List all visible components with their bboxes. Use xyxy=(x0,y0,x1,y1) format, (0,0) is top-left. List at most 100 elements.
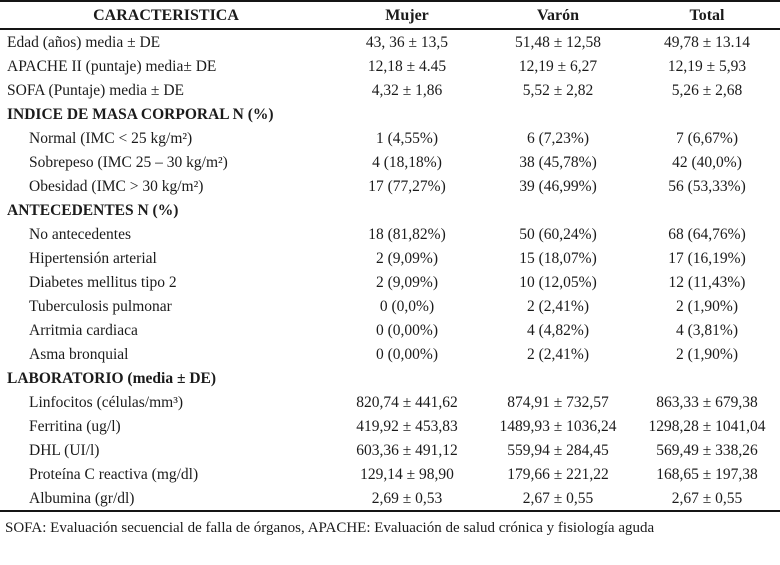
cell-total: 5,26 ± 2,68 xyxy=(671,81,743,99)
cell-varon: 5,52 ± 2,82 xyxy=(522,81,594,99)
cell-varon: 51,48 ± 12,58 xyxy=(514,33,601,51)
row-label: Obesidad (IMC > 30 kg/m²) xyxy=(29,177,204,195)
cell-total: 863,33 ± 679,38 xyxy=(656,393,758,411)
cell-mujer: 12,18 ± 4.45 xyxy=(367,57,447,75)
section-label: INDICE DE MASA CORPORAL N (%) xyxy=(7,105,274,123)
row-label: Diabetes mellitus tipo 2 xyxy=(29,273,177,291)
table-header: CARACTERISTICA Mujer Varón Total xyxy=(0,1,780,30)
table-row: SOFA (Puntaje) media ± DE 4,32 ± 1,86 5,52… xyxy=(0,78,780,102)
row-label: Hipertensión arterial xyxy=(29,249,157,267)
cell-mujer: 18 (81,82%) xyxy=(368,225,446,243)
row-label: Tuberculosis pulmonar xyxy=(29,297,172,315)
cell-mujer: 43, 36 ± 13,5 xyxy=(365,33,449,51)
cell-mujer: 1 (4,55%) xyxy=(376,129,438,147)
cell-total: 7 (6,67%) xyxy=(676,129,738,147)
table-footnote: SOFA: Evaluación secuencial de falla de … xyxy=(5,520,655,536)
cell-varon: 38 (45,78%) xyxy=(519,153,597,171)
cell-varon: 874,91 ± 732,57 xyxy=(507,393,609,411)
cell-total: 12,19 ± 5,93 xyxy=(667,57,747,75)
section-row: INDICE DE MASA CORPORAL N (%) xyxy=(0,102,780,126)
row-label: Edad (años) media ± DE xyxy=(7,33,161,51)
section-row: LABORATORIO (media ± DE) xyxy=(0,366,780,390)
cell-total: 12 (11,43%) xyxy=(668,273,746,291)
cell-mujer: 2 (9,09%) xyxy=(376,249,438,267)
cell-total: 168,65 ± 197,38 xyxy=(656,465,758,483)
row-label: Asma bronquial xyxy=(29,345,129,363)
cell-mujer: 4 (18,18%) xyxy=(372,153,442,171)
cell-total: 2 (1,90%) xyxy=(676,297,738,315)
table-body: Edad (años) media ± DE 43, 36 ± 13,5 51,48… xyxy=(0,29,780,511)
row-label: Arritmia cardiaca xyxy=(29,321,138,339)
table-row: Normal (IMC < 25 kg/m²) 1 (4,55%) 6 (7,23%… xyxy=(0,126,780,150)
section-label: LABORATORIO (media ± DE) xyxy=(7,369,217,387)
cell-total: 56 (53,33%) xyxy=(668,177,746,195)
row-label: Proteína C reactiva (mg/dl) xyxy=(29,465,199,483)
cell-varon: 39 (46,99%) xyxy=(519,177,597,195)
table-row: APACHE II (puntaje) media± DE 12,18 ± 4.4… xyxy=(0,54,780,78)
table-row: Edad (años) media ± DE 43, 36 ± 13,5 51,48… xyxy=(0,29,780,54)
row-label: Ferritina (ug/l) xyxy=(29,417,121,435)
cell-varon: 50 (60,24%) xyxy=(519,225,597,243)
cell-mujer: 2 (9,09%) xyxy=(376,273,438,291)
row-label: SOFA (Puntaje) media ± DE xyxy=(7,81,184,99)
cell-mujer: 17 (77,27%) xyxy=(368,177,446,195)
cell-mujer: 0 (0,00%) xyxy=(376,345,438,363)
row-label: Albumina (gr/dl) xyxy=(29,489,135,507)
cell-mujer: 419,92 ± 453,83 xyxy=(356,417,458,435)
column-header-varon: Varón xyxy=(482,1,634,30)
cell-mujer: 0 (0,00%) xyxy=(376,321,438,339)
cell-total: 1298,28 ± 1041,04 xyxy=(648,417,766,435)
cell-mujer: 603,36 ± 491,12 xyxy=(356,441,458,459)
table-row: Tuberculosis pulmonar 0 (0,0%) 2 (2,41%) 2 … xyxy=(0,294,780,318)
table-row: Diabetes mellitus tipo 2 2 (9,09%) 10 (12,… xyxy=(0,270,780,294)
table-row: Sobrepeso (IMC 25 – 30 kg/m²) 4 (18,18%) 3… xyxy=(0,150,780,174)
table-row: Obesidad (IMC > 30 kg/m²) 17 (77,27%) 39 (… xyxy=(0,174,780,198)
cell-mujer: 4,32 ± 1,86 xyxy=(371,81,443,99)
column-header-total: Total xyxy=(634,1,780,30)
cell-varon: 10 (12,05%) xyxy=(519,273,597,291)
table-row: Proteína C reactiva (mg/dl) 129,14 ± 98,9… xyxy=(0,462,780,486)
cell-total: 49,78 ± 13.14 xyxy=(663,33,750,51)
cell-mujer: 820,74 ± 441,62 xyxy=(356,393,458,411)
table-row: Albumina (gr/dl) 2,69 ± 0,53 2,67 ± 0,55 2,… xyxy=(0,486,780,511)
cell-mujer: 2,69 ± 0,53 xyxy=(371,489,443,507)
cell-mujer: 0 (0,0%) xyxy=(379,297,435,315)
cell-total: 2,67 ± 0,55 xyxy=(671,489,743,507)
row-label: Sobrepeso (IMC 25 – 30 kg/m²) xyxy=(29,153,228,171)
row-label: Normal (IMC < 25 kg/m²) xyxy=(29,129,193,147)
table-row: Arritmia cardiaca 0 (0,00%) 4 (4,82%) 4 (3,… xyxy=(0,318,780,342)
column-header-mujer: Mujer xyxy=(332,1,482,30)
characteristics-table: CARACTERISTICA Mujer Varón Total Edad (a… xyxy=(0,0,780,511)
section-row: ANTECEDENTES N (%) xyxy=(0,198,780,222)
section-label: ANTECEDENTES N (%) xyxy=(7,201,179,219)
table-row: Ferritina (ug/l) 419,92 ± 453,83 1489,93 ±… xyxy=(0,414,780,438)
cell-varon: 179,66 ± 221,22 xyxy=(507,465,609,483)
cell-varon: 2,67 ± 0,55 xyxy=(522,489,594,507)
cell-mujer: 129,14 ± 98,90 xyxy=(360,465,454,483)
cell-varon: 6 (7,23%) xyxy=(527,129,589,147)
header-row: CARACTERISTICA Mujer Varón Total xyxy=(0,1,780,30)
row-label: Linfocitos (células/mm³) xyxy=(29,393,184,411)
row-label: DHL (UI/l) xyxy=(29,441,100,459)
cell-varon: 4 (4,82%) xyxy=(527,321,589,339)
cell-total: 42 (40,0%) xyxy=(672,153,742,171)
table-row: Asma bronquial 0 (0,00%) 2 (2,41%) 2 (1,90%… xyxy=(0,342,780,366)
row-label: APACHE II (puntaje) media± DE xyxy=(7,57,217,75)
cell-varon: 15 (18,07%) xyxy=(519,249,597,267)
cell-varon: 2 (2,41%) xyxy=(527,297,589,315)
cell-total: 17 (16,19%) xyxy=(668,249,746,267)
table-row: Hipertensión arterial 2 (9,09%) 15 (18,07%… xyxy=(0,246,780,270)
cell-varon: 559,94 ± 284,45 xyxy=(507,441,609,459)
cell-total: 68 (64,76%) xyxy=(668,225,746,243)
row-label: No antecedentes xyxy=(29,225,131,243)
cell-varon: 1489,93 ± 1036,24 xyxy=(499,417,617,435)
cell-total: 569,49 ± 338,26 xyxy=(656,441,758,459)
column-header-caracteristica: CARACTERISTICA xyxy=(0,1,332,30)
cell-varon: 2 (2,41%) xyxy=(527,345,589,363)
cell-varon: 12,19 ± 6,27 xyxy=(518,57,598,75)
table-row: Linfocitos (células/mm³) 820,74 ± 441,62 8… xyxy=(0,390,780,414)
cell-total: 2 (1,90%) xyxy=(676,345,738,363)
table-row: No antecedentes 18 (81,82%) 50 (60,24%) 68 … xyxy=(0,222,780,246)
cell-total: 4 (3,81%) xyxy=(676,321,738,339)
table-row: DHL (UI/l) 603,36 ± 491,12 559,94 ± 284,45… xyxy=(0,438,780,462)
